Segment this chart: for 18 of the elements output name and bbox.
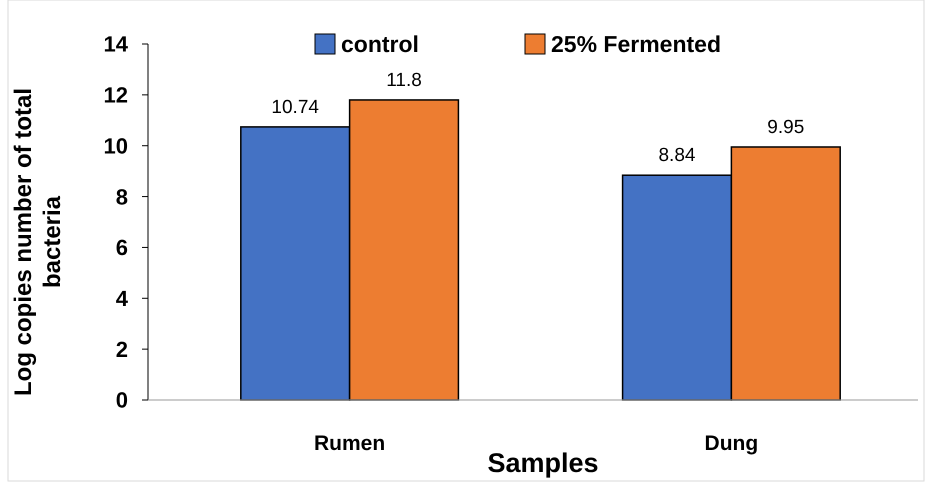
legend-label: 25% Fermented	[551, 31, 722, 58]
data-label: 11.8	[386, 70, 422, 91]
y-tick-label: 8	[116, 184, 128, 210]
y-tick-label: 0	[116, 388, 128, 413]
x-tick-label: Dung	[704, 432, 758, 455]
y-tick-label: 10	[104, 133, 128, 158]
data-label: 10.74	[271, 96, 320, 118]
x-tick-label: Rumen	[314, 432, 386, 455]
data-label: 8.84	[658, 145, 696, 166]
y-tick-label: 12	[104, 82, 128, 108]
legend-label: control	[341, 31, 419, 58]
data-label: 9.95	[767, 116, 804, 138]
y-tick-label: 6	[116, 235, 128, 260]
y-axis-title: Log copies number of total bacteria	[10, 88, 66, 396]
x-axis-title: Samples	[487, 448, 599, 478]
y-tick-label: 4	[116, 286, 129, 311]
y-tick-label: 2	[116, 336, 128, 362]
y-tick-label: 14	[104, 32, 129, 57]
